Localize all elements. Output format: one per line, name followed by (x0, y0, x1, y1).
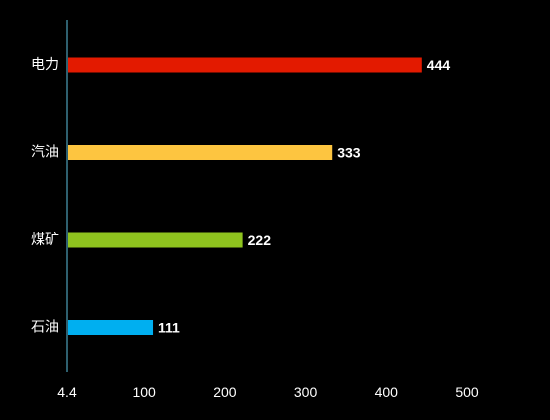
x-tick-label: 4.4 (57, 384, 77, 400)
value-label: 444 (427, 57, 451, 73)
x-tick-label: 100 (132, 384, 156, 400)
value-label: 333 (337, 145, 361, 161)
value-label: 222 (248, 232, 272, 248)
bars-group (68, 57, 422, 335)
x-tick-label: 500 (455, 384, 479, 400)
category-label: 石油 (31, 320, 59, 336)
bar-2 (68, 232, 243, 248)
x-tick-label: 200 (213, 384, 237, 400)
x-tick-label: 400 (375, 384, 399, 400)
x-axis-ticks: 4.4 100 200 300 400 500 (57, 384, 479, 400)
bar-3 (68, 320, 154, 335)
value-labels: 444 333 222 111 (158, 57, 450, 336)
x-tick-label: 300 (294, 384, 318, 400)
value-label: 111 (158, 320, 180, 336)
bar-1 (68, 145, 333, 160)
category-label: 煤矿 (31, 232, 59, 248)
category-label: 汽油 (31, 145, 59, 161)
bar-0 (68, 57, 422, 73)
category-label: 电力 (31, 57, 59, 73)
